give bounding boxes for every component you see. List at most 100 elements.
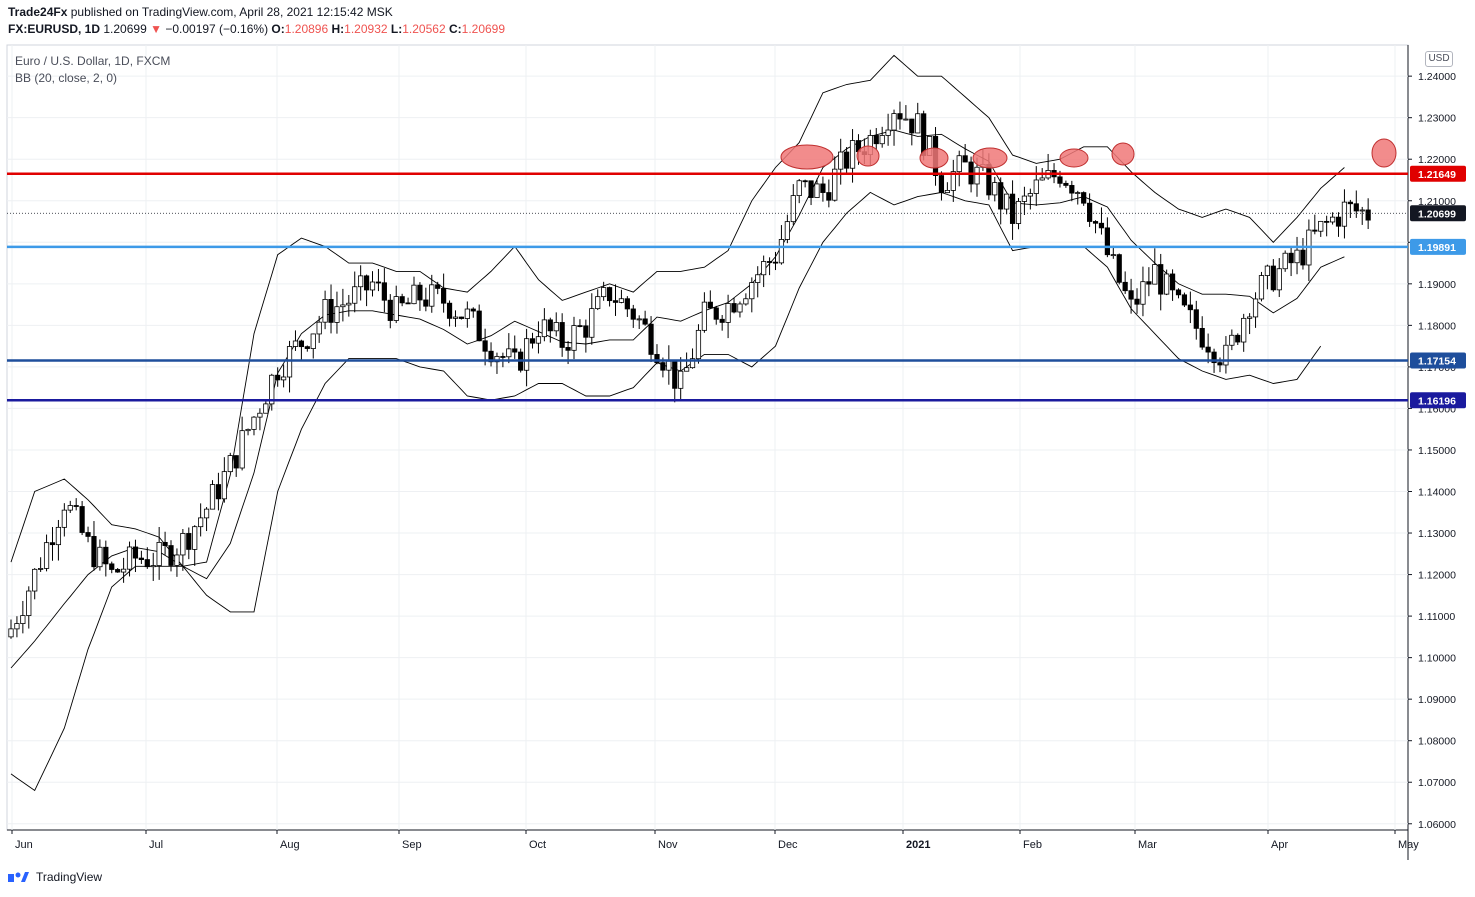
candle-down <box>470 308 476 312</box>
level-price-label: 1.17154 <box>1418 355 1456 367</box>
candle-down <box>1270 265 1276 291</box>
candle-down <box>441 288 447 304</box>
y-tick-label: 1.22000 <box>1418 154 1456 166</box>
candle-up <box>737 303 743 313</box>
candle-up <box>832 168 838 201</box>
candle-up <box>678 370 684 389</box>
candle-down <box>1181 294 1188 306</box>
candle-up <box>1152 264 1158 285</box>
candle-down <box>1169 273 1176 291</box>
candle-up <box>310 333 316 349</box>
candle-up <box>203 508 210 519</box>
level-price-tag <box>1410 352 1466 369</box>
y-tick-label: 1.19000 <box>1418 279 1456 291</box>
candle-down <box>1199 327 1205 348</box>
currency-badge[interactable]: USD <box>1425 51 1453 67</box>
candle-down <box>624 298 630 310</box>
tradingview-footer[interactable]: TradingView <box>8 870 102 884</box>
author-name[interactable]: Trade24Fx <box>8 5 68 19</box>
candle-up <box>198 517 204 528</box>
candle-up <box>174 554 180 566</box>
candle-up <box>180 533 186 556</box>
candle-up <box>701 301 707 331</box>
candle-up <box>263 403 269 414</box>
x-tick-label: Jul <box>149 839 163 851</box>
x-tick-label: Dec <box>778 839 798 851</box>
candle-down <box>109 563 115 570</box>
candle-down <box>138 557 144 560</box>
candle-up <box>689 358 696 369</box>
candle-up <box>269 374 275 405</box>
candle-down <box>115 569 121 573</box>
highlight-marker <box>1111 142 1135 166</box>
candle-up <box>494 356 500 363</box>
candle-down <box>1187 304 1193 311</box>
candle-down <box>1134 298 1140 305</box>
candle-up <box>796 180 802 197</box>
x-tick-label: Oct <box>529 839 546 851</box>
candle-up <box>257 412 263 418</box>
candle-up <box>506 348 512 358</box>
candle-down <box>1069 185 1075 194</box>
candle-down <box>583 325 589 338</box>
candle-down <box>49 542 56 546</box>
candle-down <box>1146 281 1152 285</box>
symbol-label[interactable]: FX:EURUSD, 1D <box>8 22 101 36</box>
plot-area <box>6 44 1409 831</box>
highlight-marker <box>780 144 834 170</box>
candle-down <box>1211 351 1217 364</box>
candle-up <box>666 360 672 371</box>
y-tick-label: 1.18000 <box>1418 320 1456 332</box>
candle-down <box>363 275 370 291</box>
level-price-label: 1.16196 <box>1418 395 1456 407</box>
candle-down <box>1092 221 1099 224</box>
candle-down <box>1312 229 1318 232</box>
candle-down <box>298 340 304 348</box>
candle-down <box>1353 203 1359 212</box>
candle-up <box>38 568 44 570</box>
candle-down <box>168 545 174 566</box>
candle-down <box>1365 209 1371 221</box>
symbol-line: FX:EURUSD, 1D 1.20699 ▼ −0.00197 (−0.16%… <box>8 22 505 36</box>
candle-down <box>304 346 310 349</box>
candle-up <box>1241 317 1247 343</box>
candle-up <box>1164 273 1170 295</box>
candle-down <box>808 180 814 198</box>
candle-up <box>281 376 287 381</box>
change-down-icon: ▼ <box>150 22 162 36</box>
candle-down <box>1098 222 1105 229</box>
candle-up <box>784 221 790 240</box>
candle-up <box>749 282 755 300</box>
open-label: O: <box>271 22 285 36</box>
candle-up <box>885 129 891 136</box>
x-tick-label: 2021 <box>906 839 930 851</box>
y-tick-label: 1.11000 <box>1418 611 1455 623</box>
candle-up <box>535 336 542 344</box>
candle-down <box>476 310 482 342</box>
candle-down <box>938 175 945 194</box>
candle-down <box>1324 220 1330 223</box>
x-tick-label: May <box>1398 839 1419 851</box>
footer-brand: TradingView <box>36 870 103 884</box>
indicator-legend[interactable]: BB (20, close, 2, 0) <box>15 71 118 85</box>
candle-down <box>1205 346 1211 353</box>
candle-down <box>820 183 826 193</box>
candle-down <box>547 319 553 332</box>
candle-down <box>654 354 660 364</box>
candle-down <box>482 340 488 352</box>
candle-down <box>962 155 968 163</box>
candle-up <box>778 239 785 264</box>
candle-up <box>1341 201 1348 227</box>
candle-down <box>435 284 441 289</box>
candle-down <box>458 316 465 319</box>
candle-up <box>209 484 216 510</box>
candle-down <box>766 261 773 263</box>
candle-up <box>974 166 980 185</box>
instrument-legend[interactable]: Euro / U.S. Dollar, 1D, FXCM <box>15 54 171 68</box>
candle-up <box>322 299 328 323</box>
candle-up <box>541 319 547 338</box>
candle-down <box>73 505 79 507</box>
candle-down <box>1122 281 1128 292</box>
candle-up <box>1329 216 1336 223</box>
